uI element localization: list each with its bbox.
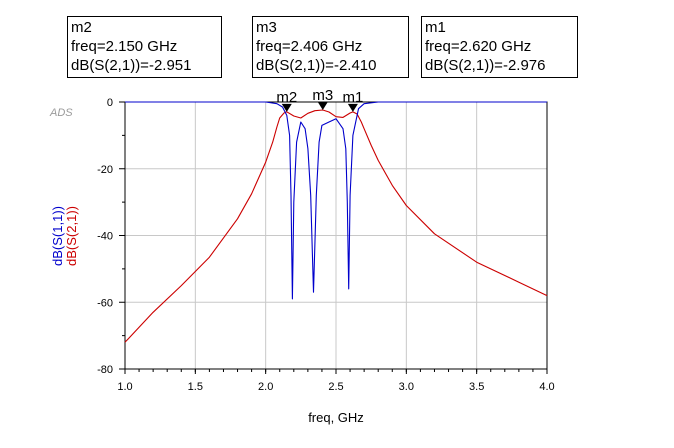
tick-marks	[119, 101, 548, 374]
marker-label-m3: m3	[312, 87, 333, 104]
y-axis-label-s21: dB(S(2,1))	[64, 206, 79, 266]
y-tick-label: -40	[97, 231, 113, 243]
marker-name: m1	[425, 19, 446, 36]
marker-freq: freq=2.406 GHz	[256, 38, 363, 55]
x-tick-label: 3.5	[469, 381, 484, 393]
marker-box-m1: m1 freq=2.620 GHz dB(S(2,1))=-2.976	[421, 16, 578, 78]
marker-name: m3	[256, 19, 277, 36]
series-line-db-s-1-1	[125, 101, 547, 300]
x-tick-label: 2.0	[258, 381, 273, 393]
marker-value: dB(S(2,1))=-2.410	[256, 57, 377, 74]
marker-name: m2	[71, 19, 92, 36]
x-tick-label: 1.0	[117, 381, 132, 393]
marker-triangle-m2	[281, 103, 292, 112]
marker-value: dB(S(2,1))=-2.951	[71, 57, 192, 74]
x-axis-label: freq, GHz	[308, 410, 364, 425]
marker-freq: freq=2.620 GHz	[425, 38, 532, 55]
marker-group: m2 m3 m1	[276, 87, 363, 112]
y-tick-label: 0	[107, 97, 113, 109]
y-tick-label: -60	[97, 297, 113, 309]
x-tick-label: 2.5	[328, 381, 343, 393]
marker-box-m3: m3 freq=2.406 GHz dB(S(2,1))=-2.410	[252, 16, 409, 78]
y-axis-label-s11: dB(S(1,1))	[50, 206, 65, 266]
marker-box-m2: m2 freq=2.150 GHz dB(S(2,1))=-2.951	[67, 16, 222, 78]
marker-label-m1: m1	[342, 89, 363, 106]
marker-freq: freq=2.150 GHz	[71, 38, 178, 55]
x-tick-labels: 1.0 1.5 2.0 2.5 3.0 3.5 4.0	[117, 381, 554, 393]
marker-label-m2: m2	[276, 89, 297, 106]
marker-triangle-m3	[317, 102, 328, 111]
y-tick-label: -80	[97, 364, 113, 376]
grid	[125, 102, 547, 369]
x-tick-label: 1.5	[188, 381, 203, 393]
y-tick-label: -20	[97, 164, 113, 176]
y-tick-labels: 0 -20 -40 -60 -80	[97, 97, 113, 376]
marker-triangle-m1	[347, 103, 358, 112]
ads-badge: ADS	[49, 107, 73, 119]
x-tick-label: 4.0	[539, 381, 554, 393]
x-tick-label: 3.0	[399, 381, 414, 393]
marker-value: dB(S(2,1))=-2.976	[425, 57, 546, 74]
